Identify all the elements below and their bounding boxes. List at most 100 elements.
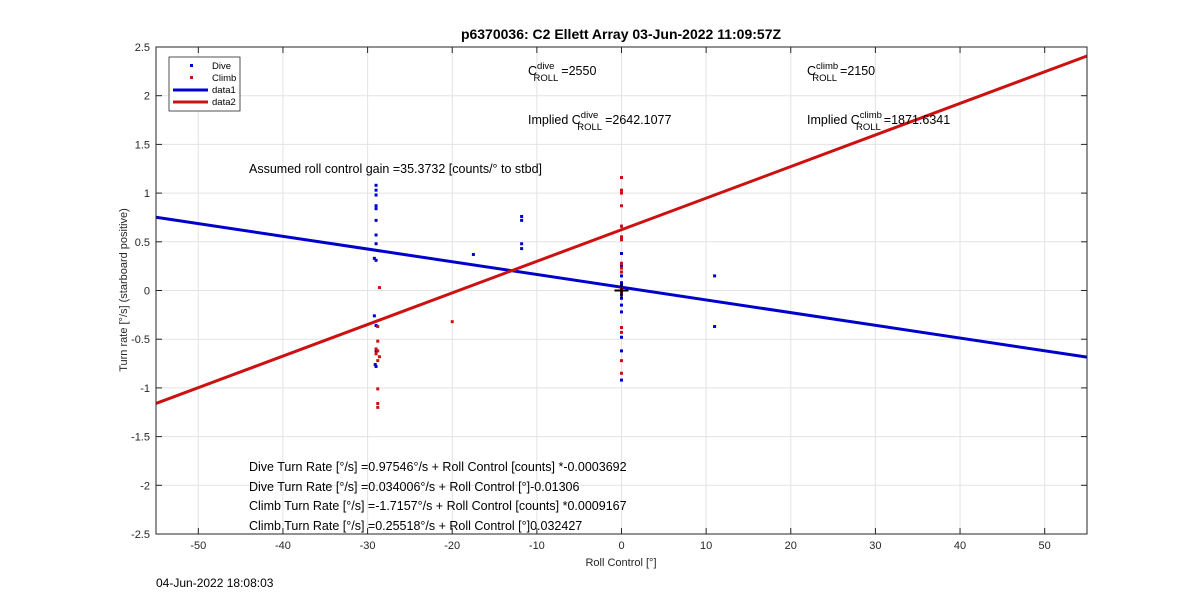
legend-dive-label: Dive xyxy=(212,61,231,72)
implied-c-roll-climb-annotation: Implied Cclimb ROLL=1871.6341 xyxy=(807,110,950,133)
point-dive xyxy=(374,364,378,368)
point-dive xyxy=(620,310,623,314)
point-dive xyxy=(620,303,623,307)
x-tick-label: 40 xyxy=(954,540,966,552)
point-dive xyxy=(373,363,377,367)
point-climb xyxy=(376,325,380,329)
y-tick-label: -2 xyxy=(140,480,150,492)
point-dive xyxy=(520,242,524,246)
point-dive xyxy=(620,274,623,278)
point-dive xyxy=(620,335,623,339)
x-tick-label: 50 xyxy=(1039,540,1051,552)
point-climb xyxy=(374,347,378,351)
legend-data1-label: data1 xyxy=(212,85,236,96)
point-dive xyxy=(374,233,378,237)
legend-climb-label: Climb xyxy=(212,73,236,84)
point-dive xyxy=(520,218,524,222)
point-dive xyxy=(713,274,717,278)
point-dive xyxy=(374,349,378,353)
point-climb xyxy=(620,266,623,270)
roll-gain-annotation: Assumed roll control gain =35.3732 [coun… xyxy=(249,162,542,176)
x-tick-label: -20 xyxy=(444,540,460,552)
point-dive xyxy=(620,281,623,285)
point-dive xyxy=(374,242,378,246)
point-climb xyxy=(620,235,623,239)
x-tick-label: -30 xyxy=(360,540,376,552)
point-dive xyxy=(374,188,378,192)
x-tick-label: -50 xyxy=(190,540,206,552)
c-roll-dive-annotation: Cdive ROLL=2550 xyxy=(528,61,596,84)
x-tick-label: 0 xyxy=(618,540,624,552)
point-dive xyxy=(520,247,524,251)
point-climb xyxy=(377,355,381,359)
c-roll-climb-annotation: Cclimb ROLL=2150 xyxy=(807,61,875,84)
point-climb xyxy=(620,204,623,208)
x-tick-label: -40 xyxy=(275,540,291,552)
point-climb xyxy=(376,405,380,409)
point-climb xyxy=(620,238,623,242)
point-dive xyxy=(520,214,524,218)
legend: Dive Climb data1 data2 xyxy=(168,56,241,112)
point-climb xyxy=(450,320,454,324)
x-tick-label: 10 xyxy=(700,540,712,552)
dive-degrees-equation: Dive Turn Rate [°/s] =0.034006°/s + Roll… xyxy=(249,480,579,494)
x-tick-label: 20 xyxy=(785,540,797,552)
point-climb xyxy=(620,270,623,274)
point-dive xyxy=(374,183,378,187)
point-dive xyxy=(471,252,475,256)
point-climb xyxy=(376,339,380,343)
y-tick-label: 1.5 xyxy=(135,139,150,151)
y-tick-label: -1 xyxy=(140,383,150,395)
point-dive xyxy=(620,378,623,382)
point-climb xyxy=(620,261,623,265)
climb-counts-equation: Climb Turn Rate [°/s] =-1.7157°/s + Roll… xyxy=(249,499,627,513)
point-climb xyxy=(620,188,623,192)
x-tick-label: 30 xyxy=(869,540,881,552)
x-tick-label: -10 xyxy=(529,540,545,552)
point-dive xyxy=(374,258,378,262)
y-tick-label: -2.5 xyxy=(131,529,150,541)
y-tick-label: 2 xyxy=(144,91,150,103)
y-tick-label: 2.5 xyxy=(135,42,150,54)
point-climb xyxy=(377,286,381,290)
point-climb xyxy=(620,326,623,330)
point-climb xyxy=(376,359,380,363)
point-dive xyxy=(620,296,623,300)
point-dive xyxy=(374,218,378,222)
point-dive xyxy=(374,207,378,211)
point-climb xyxy=(376,401,380,405)
point-dive xyxy=(620,251,623,255)
y-tick-label: 0.5 xyxy=(135,237,150,249)
x-axis-label: Roll Control [°] xyxy=(585,557,656,569)
y-tick-label: 0 xyxy=(144,286,150,298)
markers xyxy=(614,283,629,298)
fit-line-data2 xyxy=(155,54,1088,405)
point-dive xyxy=(620,264,623,268)
implied-c-roll-dive-annotation: Implied Cdive ROLL=2642.1077 xyxy=(528,110,671,133)
point-dive xyxy=(374,324,378,328)
legend-climb-marker xyxy=(190,76,193,79)
point-climb xyxy=(620,224,623,228)
point-climb xyxy=(620,359,623,363)
point-climb xyxy=(620,330,623,334)
point-climb xyxy=(620,176,623,180)
climb-degrees-equation: Climb Turn Rate [°/s] =0.25518°/s + Roll… xyxy=(249,519,582,533)
y-tick-label: -0.5 xyxy=(131,334,150,346)
point-climb xyxy=(376,349,380,353)
point-dive xyxy=(374,193,378,197)
print-timestamp: 04-Jun-2022 18:08:03 xyxy=(156,576,274,590)
point-climb xyxy=(620,371,623,375)
point-climb xyxy=(374,352,378,356)
dive-counts-equation: Dive Turn Rate [°/s] =0.97546°/s + Roll … xyxy=(249,460,627,474)
legend-dive-marker xyxy=(190,64,193,67)
point-dive xyxy=(372,314,376,318)
y-axis-label: Turn rate [°/s] (starboard positive) xyxy=(118,208,130,372)
point-dive xyxy=(620,349,623,353)
chart-title: p6370036: C2 Ellett Array 03-Jun-2022 11… xyxy=(461,26,782,42)
point-climb xyxy=(376,387,380,391)
legend-data2-label: data2 xyxy=(212,97,236,108)
y-tick-label: 1 xyxy=(144,188,150,200)
point-climb xyxy=(620,191,623,195)
y-tick-label: -1.5 xyxy=(131,432,150,444)
